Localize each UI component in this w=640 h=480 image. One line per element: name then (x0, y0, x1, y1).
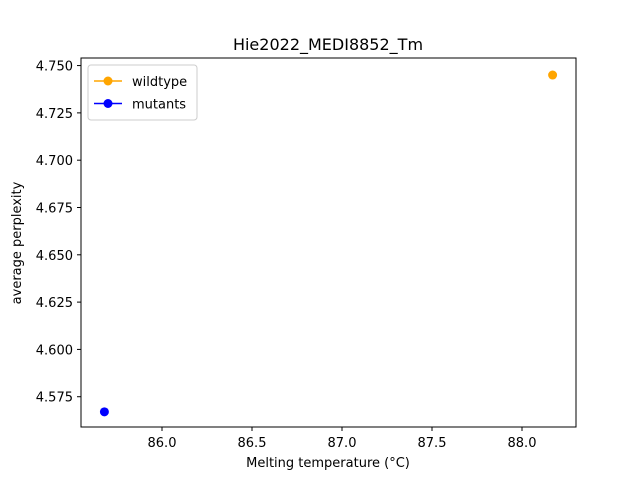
x-tick-label: 86.5 (238, 436, 267, 451)
legend: wildtype mutants (87, 64, 198, 121)
x-tick-label: 87.0 (328, 436, 357, 451)
x-axis: 86.0 86.5 87.0 87.5 88.0 (148, 427, 537, 451)
chart-title: Hie2022_MEDI8852_Tm (233, 35, 423, 55)
legend-label-mutants: mutants (132, 98, 186, 113)
y-tick-label: 4.700 (36, 154, 73, 169)
y-tick-label: 4.725 (36, 107, 73, 122)
y-tick-label: 4.650 (36, 249, 73, 264)
y-tick-label: 4.750 (36, 60, 73, 75)
y-tick-label: 4.625 (36, 296, 73, 311)
y-tick-label: 4.675 (36, 201, 73, 216)
x-tick-label: 86.0 (148, 436, 177, 451)
data-point-mutants (99, 407, 109, 417)
axes-frame (80, 57, 577, 428)
legend-marker-mutants (103, 99, 113, 108)
x-tick-label: 88.0 (508, 436, 537, 451)
legend-label-wildtype: wildtype (132, 75, 187, 90)
x-axis-label: Melting temperature (°C) (246, 456, 410, 471)
x-tick-label: 87.5 (418, 436, 447, 451)
y-axis: 4.575 4.600 4.625 4.650 4.675 4.700 4.725 4.750 (36, 60, 81, 406)
legend-marker-wildtype (103, 76, 113, 86)
plot-area (99, 70, 558, 417)
y-tick-label: 4.575 (36, 391, 73, 406)
data-point-wildtype (548, 70, 558, 80)
legend-box (87, 64, 198, 121)
y-tick-label: 4.600 (36, 343, 73, 358)
y-axis-label: average perplexity (10, 181, 25, 304)
